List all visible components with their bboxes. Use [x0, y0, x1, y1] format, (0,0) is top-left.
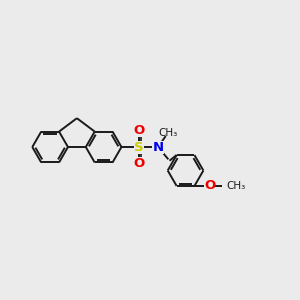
Text: CH₃: CH₃: [158, 128, 177, 138]
Text: O: O: [204, 179, 215, 192]
Text: S: S: [134, 140, 144, 154]
Text: CH₃: CH₃: [226, 181, 245, 191]
Text: O: O: [134, 158, 145, 170]
Text: N: N: [152, 140, 164, 154]
Text: O: O: [134, 124, 145, 136]
